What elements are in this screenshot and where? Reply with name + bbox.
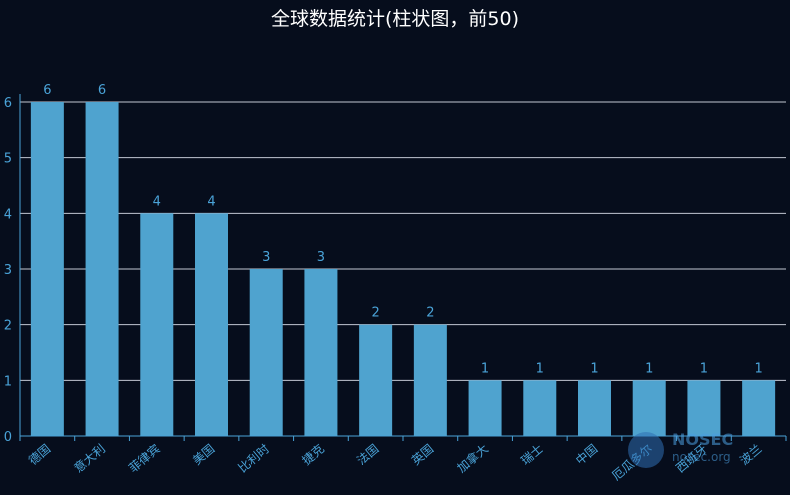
- data-label-10: 1: [590, 361, 598, 376]
- axes: 0123456德国意大利菲律宾美国比利时捷克法国英国加拿大瑞士中国厄瓜多尔西班牙…: [4, 94, 787, 483]
- x-tick-label-0: 德国: [25, 441, 53, 468]
- x-tick-label-9: 瑞士: [518, 442, 545, 468]
- y-tick-label-2: 2: [4, 319, 12, 334]
- data-label-7: 2: [426, 306, 434, 321]
- grid-lines: [20, 101, 786, 381]
- bar-11: [632, 380, 666, 436]
- x-tick-label-6: 法国: [354, 442, 381, 468]
- bar-8: [468, 380, 502, 436]
- y-tick-label-3: 3: [4, 263, 12, 278]
- watermark-name: NOSEC: [672, 430, 734, 449]
- bar-7: [413, 324, 447, 436]
- x-tick-label-4: 比利时: [236, 442, 273, 476]
- x-tick-label-2: 菲律宾: [125, 441, 162, 476]
- data-label-9: 1: [536, 361, 544, 376]
- bar-9: [523, 380, 557, 436]
- data-label-8: 1: [481, 361, 489, 376]
- bar-3: [195, 213, 228, 436]
- x-tick-label-5: 捷克: [299, 442, 326, 468]
- bar-4: [249, 269, 283, 436]
- y-tick-label-4: 4: [4, 207, 12, 222]
- watermark-url: nosec.org: [672, 450, 731, 464]
- bar-0: [30, 102, 64, 436]
- y-tick-label-0: 0: [4, 430, 12, 445]
- data-label-6: 2: [372, 306, 380, 321]
- chart-title: 全球数据统计(柱状图，前50): [270, 8, 519, 30]
- data-label-2: 4: [153, 194, 161, 209]
- data-label-0: 6: [43, 83, 51, 98]
- bar-12: [687, 380, 721, 436]
- data-label-5: 3: [317, 250, 325, 265]
- y-tick-label-6: 6: [4, 96, 12, 111]
- data-label-3: 4: [207, 194, 215, 209]
- bar-1: [85, 102, 119, 436]
- bar-10: [578, 380, 611, 436]
- data-label-12: 1: [700, 361, 708, 376]
- x-tick-label-1: 意大利: [71, 441, 108, 476]
- data-label-1: 6: [98, 83, 106, 98]
- data-label-4: 3: [262, 250, 270, 265]
- x-tick-label-10: 中国: [572, 441, 600, 468]
- data-labels: 6 6 4 4 3 3 2 2 1 1 1 1 1 1: [43, 83, 763, 376]
- nosec-watermark: NOSEC nosec.org: [628, 430, 778, 470]
- data-label-11: 1: [645, 361, 653, 376]
- data-label-13: 1: [755, 361, 763, 376]
- nosec-logo-icon: [628, 432, 664, 468]
- x-tick-label-3: 美国: [190, 442, 217, 468]
- bar-2: [140, 213, 174, 436]
- bars: [30, 102, 776, 436]
- bar-5: [304, 269, 338, 436]
- y-tick-label-1: 1: [4, 374, 12, 389]
- y-tick-label-5: 5: [4, 152, 12, 167]
- x-tick-label-7: 英国: [409, 442, 436, 468]
- bar-6: [359, 324, 393, 436]
- bar-13: [742, 380, 776, 436]
- x-tick-label-8: 加拿大: [454, 441, 491, 476]
